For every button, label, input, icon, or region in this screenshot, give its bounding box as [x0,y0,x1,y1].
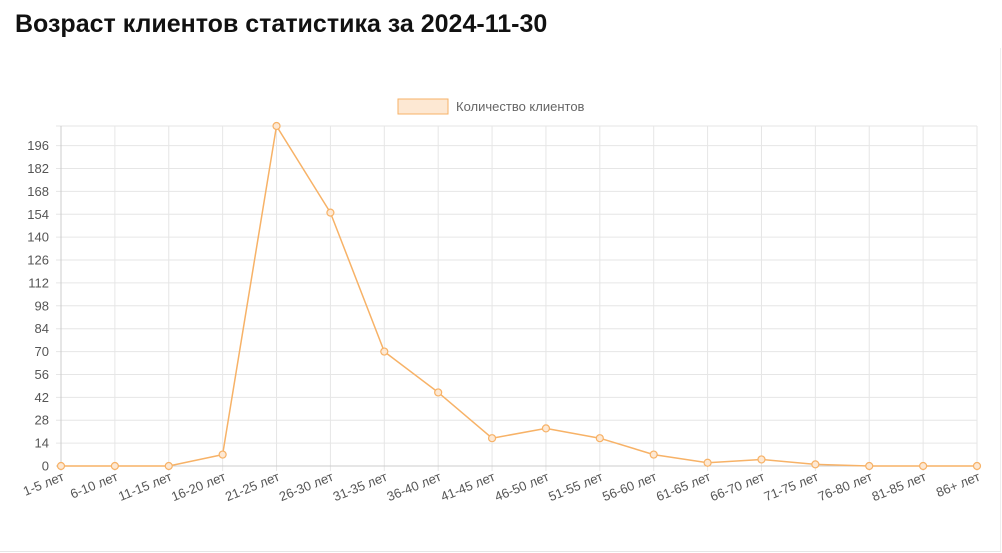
x-tick-label: 56-60 лет [600,469,659,504]
x-tick-label: 36-40 лет [385,469,444,504]
x-tick-label: 26-30 лет [277,469,336,504]
y-tick-label: 112 [28,275,49,290]
x-tick-label: 86+ лет [934,469,982,500]
y-tick-label: 196 [27,138,49,153]
data-point[interactable] [541,424,551,433]
page-title: Возраст клиентов статистика за 2024-11-3… [15,10,548,38]
data-point[interactable] [757,455,766,464]
x-tick-label: 66-70 лет [708,469,767,504]
data-point[interactable] [110,461,119,471]
data-point[interactable] [380,347,389,356]
data-point[interactable] [434,388,443,397]
chart-grid [56,125,978,471]
data-point[interactable] [595,434,604,443]
y-tick-label: 98 [35,298,49,313]
data-point[interactable] [919,461,928,471]
x-tick-label: 6-10 лет [68,469,120,502]
chart-card: Количество клиентов 0 14 28 42 56 70 84 98 112 12… [0,48,1001,552]
y-tick-label: 56 [35,367,49,382]
y-tick-label: 140 [27,230,49,245]
data-point[interactable] [164,461,173,471]
data-point[interactable] [56,461,66,471]
data-point[interactable] [272,121,281,131]
data-point[interactable] [811,460,820,469]
y-tick-label: 42 [35,390,49,405]
legend-swatch [397,98,449,115]
series-line [61,125,977,467]
y-tick-label: 126 [27,253,49,268]
y-tick-label: 14 [35,436,49,451]
data-point[interactable] [972,461,982,471]
series-layer [56,121,982,471]
y-tick-label: 84 [35,321,49,336]
x-tick-label: 81-85 лет [870,469,929,504]
y-axis-ticks: 0 14 28 42 56 70 84 98 112 126 140 154 168 182 196 [27,138,49,473]
x-tick-label: 46-50 лет [492,469,551,504]
data-point[interactable] [703,458,712,467]
y-tick-label: 182 [27,161,49,176]
data-point[interactable] [487,434,497,443]
x-tick-label: 61-65 лет [654,469,713,504]
y-tick-label: 154 [27,207,49,222]
x-tick-label: 71-75 лет [762,469,821,504]
x-tick-label: 21-25 лет [223,469,282,504]
data-point[interactable] [649,450,658,459]
x-tick-label: 41-45 лет [439,469,498,504]
data-point[interactable] [326,208,335,217]
chart-legend[interactable]: Количество клиентов [397,98,585,115]
y-tick-label: 28 [35,413,49,428]
y-tick-label: 70 [35,344,49,359]
legend-label: Количество клиентов [456,99,585,114]
data-point[interactable] [218,450,227,459]
y-tick-label: 168 [27,184,49,199]
y-tick-label: 0 [42,459,49,474]
age-line-chart: Количество клиентов 0 14 28 42 56 70 84 98 112 12… [21,98,982,504]
x-tick-label: 31-35 лет [331,469,390,504]
data-point[interactable] [865,461,874,471]
x-tick-label: 51-55 лет [546,469,605,504]
x-tick-label: 11-15 лет [116,469,174,504]
x-tick-label: 16-20 лет [169,469,228,504]
x-tick-label: 76-80 лет [816,469,875,504]
